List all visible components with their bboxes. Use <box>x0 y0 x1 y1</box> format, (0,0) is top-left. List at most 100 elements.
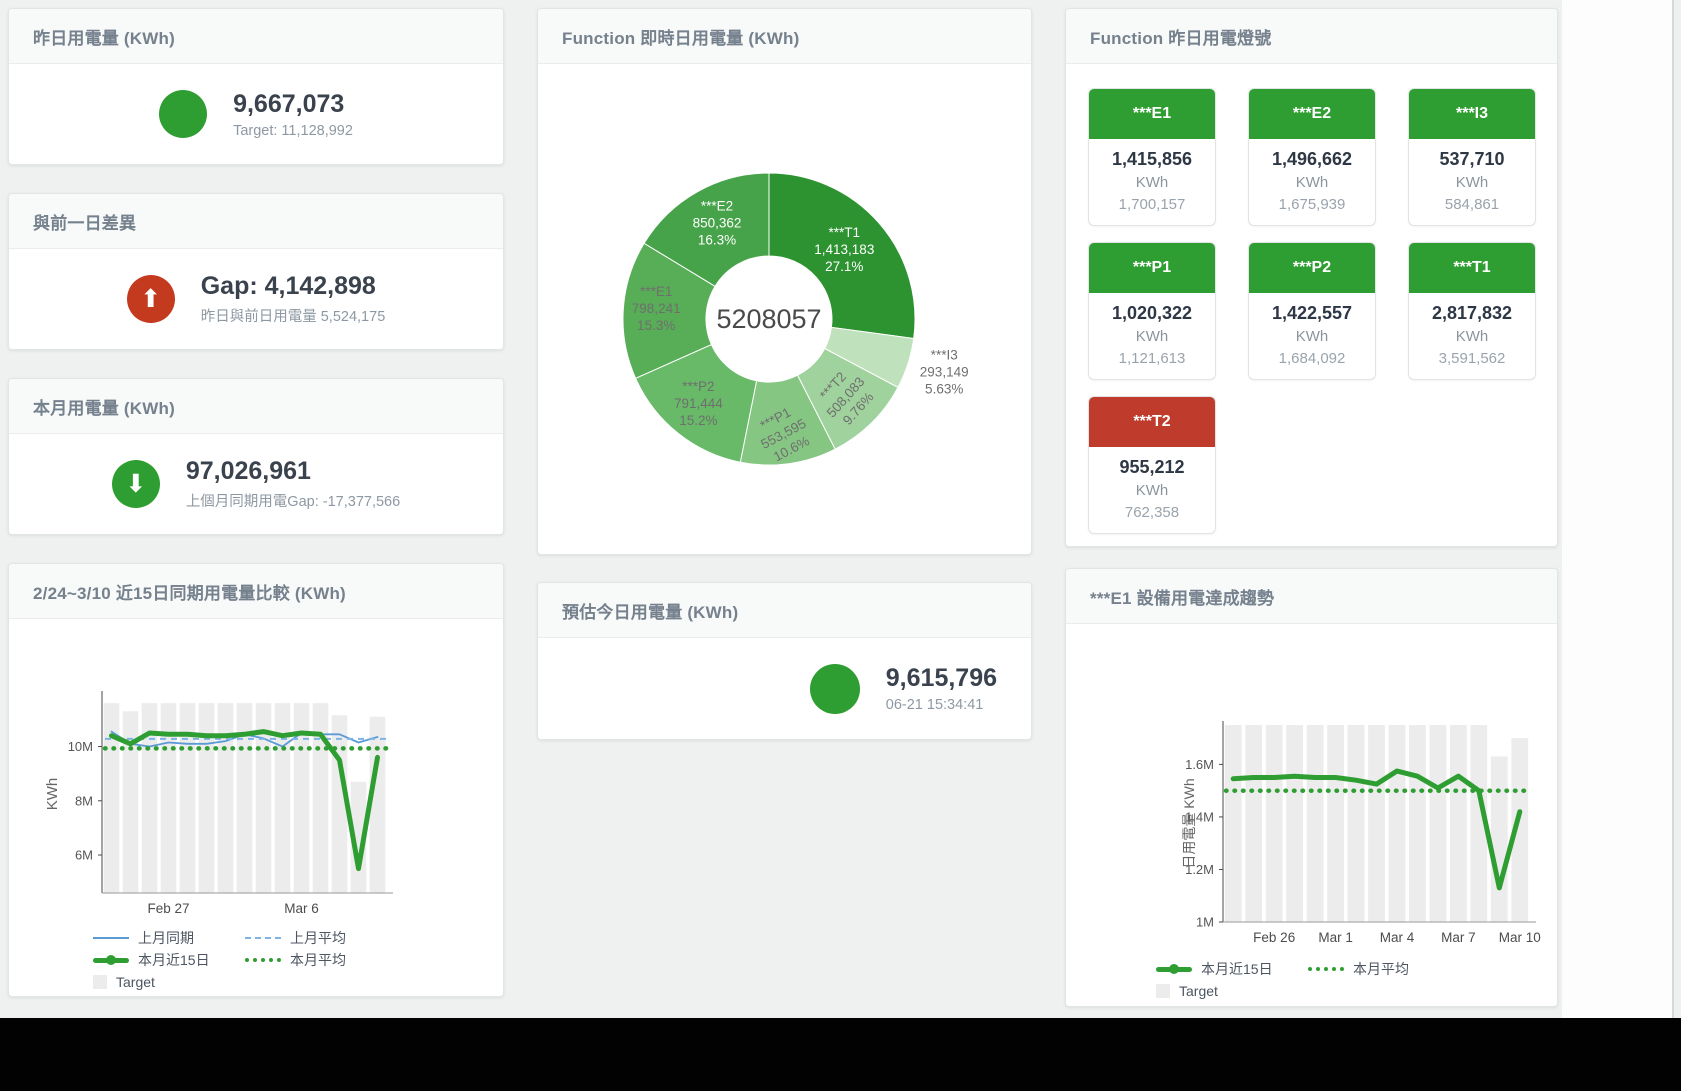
tile-unit-label: KWh <box>1135 482 1169 499</box>
thick-green-swatch-icon <box>1156 964 1192 974</box>
tile-target-value: 1,684,092 <box>1278 350 1346 367</box>
legend-item-上月同期[interactable]: 上月同期 <box>93 928 245 948</box>
compare-chart-canvas[interactable]: 6M 8M 10M Feb 27 Mar 6 KWh <box>17 647 487 927</box>
window-edge-divider <box>1672 0 1674 1018</box>
legend-item-Target[interactable]: Target <box>93 974 245 990</box>
card-title: 預估今日用電量 (KWh) <box>562 602 739 622</box>
card-title: 本月用電量 (KWh) <box>33 398 175 418</box>
dot-green-swatch-icon <box>245 958 281 962</box>
donut-slice-label: ***I3 293,149 5.63% <box>920 347 969 396</box>
light-tile-e1[interactable]: ***E1 1,415,856 KWh 1,700,157 <box>1088 88 1216 226</box>
target-bars <box>1224 725 1529 922</box>
tile-usage-value: 955,212 <box>1119 457 1185 477</box>
card-header: 2/24~3/10 近15日同期用電量比較 (KWh) <box>9 564 503 619</box>
legend-item-上月平均[interactable]: 上月平均 <box>245 928 397 948</box>
light-tile-p1[interactable]: ***P1 1,020,322 KWh 1,121,613 <box>1088 242 1216 380</box>
trend-chart-canvas[interactable]: 1M 1.2M 1.4M 1.6M Feb 26 Mar 1 Mar 4 Mar 7 Mar 1… <box>1068 720 1548 952</box>
stat-body: ⬇ 97,026,961 上個月同期用電Gap: -17,377,566 <box>9 434 503 534</box>
stat-body: ⬆ Gap: 4,142,898 昨日與前日用電量 5,524,175 <box>9 249 503 349</box>
y-axis-tick-label: 8M <box>75 793 93 808</box>
tile-target-value: 584,861 <box>1444 196 1500 213</box>
stat-text: 9,667,073 Target: 11,128,992 <box>233 90 353 139</box>
stat-text: 9,615,796 06-21 15:34:41 <box>886 664 997 713</box>
card-header: 與前一日差異 <box>9 194 503 249</box>
legend-item-本月平均[interactable]: 本月平均 <box>1308 959 1460 979</box>
card-title: 昨日用電量 (KWh) <box>33 28 175 48</box>
tile-usage-value: 2,817,832 <box>1431 303 1513 323</box>
tile-usage-value: 1,422,557 <box>1271 303 1353 323</box>
dot-green-swatch-icon <box>1308 967 1344 971</box>
card-header: ***E1 設備用電達成趨勢 <box>1066 569 1557 624</box>
light-tile-i3[interactable]: ***I3 537,710 KWh 584,861 <box>1408 88 1536 226</box>
card-yesterday-usage: 昨日用電量 (KWh) 9,667,073 Target: 11,128,992 <box>8 8 504 165</box>
legend-row: Target <box>1156 980 1557 1002</box>
tile-usage-value: 1,496,662 <box>1271 149 1353 169</box>
tile-target-value: 762,358 <box>1124 504 1180 521</box>
day-gap-value: Gap: 4,142,898 <box>200 272 376 300</box>
legend-label: 上月平均 <box>290 930 346 946</box>
light-tile-t2[interactable]: ***T2 955,212 KWh 762,358 <box>1088 396 1216 534</box>
donut-slice-e2[interactable] <box>643 172 770 287</box>
donut-slice-t1[interactable] <box>768 172 916 340</box>
legend-item-本月近15日[interactable]: 本月近15日 <box>1156 959 1308 979</box>
today-estimate-value: 9,615,796 <box>885 664 997 692</box>
legend-label: Target <box>116 974 155 990</box>
tile-usage-value: 537,710 <box>1439 149 1505 169</box>
y-axis-label: KWh <box>44 778 61 811</box>
legend-label: 本月平均 <box>290 952 346 968</box>
tile-status-header: ***T2 <box>1089 397 1215 447</box>
tile-status-header: ***E2 <box>1249 89 1375 139</box>
legend-label: 上月同期 <box>138 930 194 946</box>
tile-status-header: ***P2 <box>1249 243 1375 293</box>
tile-unit-label: KWh <box>1135 174 1169 191</box>
legend-label: 本月近15日 <box>138 952 210 968</box>
dash-blue-swatch-icon <box>245 937 281 939</box>
tile-usage-value: 1,020,322 <box>1111 303 1193 323</box>
x-axis-tick-label: Feb 26 <box>1253 930 1295 945</box>
light-tile-p2[interactable]: ***P2 1,422,557 KWh 1,684,092 <box>1248 242 1376 380</box>
card-month-usage: 本月用電量 (KWh) ⬇ 97,026,961 上個月同期用電Gap: -17… <box>8 378 504 535</box>
y-axis-tick-label: 6M <box>75 848 93 863</box>
series-本月近15日 <box>1230 768 1523 891</box>
estimate-timestamp: 06-21 15:34:41 <box>885 697 984 713</box>
x-axis-tick-label: Mar 1 <box>1318 930 1353 945</box>
card-day-gap: 與前一日差異 ⬆ Gap: 4,142,898 昨日與前日用電量 5,524,1… <box>8 193 504 350</box>
card-today-estimate: 預估今日用電量 (KWh) 9,615,796 06-21 15:34:41 <box>537 582 1032 740</box>
card-title: Function 即時日用電量 (KWh) <box>562 28 800 48</box>
card-title: 與前一日差異 <box>33 213 137 233</box>
light-tile-t1[interactable]: ***T1 2,817,832 KWh 3,591,562 <box>1408 242 1536 380</box>
y-axis-tick-label: 1.4M <box>1185 809 1214 824</box>
legend-item-本月平均[interactable]: 本月平均 <box>245 950 397 970</box>
light-tile-e2[interactable]: ***E2 1,496,662 KWh 1,675,939 <box>1248 88 1376 226</box>
x-axis-tick-label: Feb 27 <box>147 901 189 916</box>
tile-status-header: ***P1 <box>1089 243 1215 293</box>
legend-item-Target[interactable]: Target <box>1156 983 1308 999</box>
card-function-lights: Function 昨日用電燈號 ***E1 1,415,856 KWh 1,700,1… <box>1065 8 1558 547</box>
legend-label: 本月近15日 <box>1201 961 1273 977</box>
legend-item-本月近15日[interactable]: 本月近15日 <box>93 950 245 970</box>
tile-status-header: ***T1 <box>1409 243 1535 293</box>
legend-row: Target <box>93 971 503 993</box>
x-axis-tick-label: Mar 4 <box>1380 930 1415 945</box>
donut-slice-label: ***P2 791,444 15.2% <box>674 379 723 428</box>
card-header: Function 昨日用電燈號 <box>1066 9 1557 64</box>
lights-tile-grid: ***E1 1,415,856 KWh 1,700,157 ***E2 1,496,662… <box>1066 64 1557 534</box>
y-axis-tick-label: 1.2M <box>1185 862 1214 877</box>
line-blue-swatch-icon <box>93 937 129 939</box>
tile-target-value: 1,121,613 <box>1118 350 1186 367</box>
arrow-down-icon: ⬇ <box>111 460 160 508</box>
y-axis-label: 日用電量 KWh <box>1181 778 1197 868</box>
green-status-circle-icon <box>159 90 208 138</box>
arrow-up-icon: ⬆ <box>126 275 175 323</box>
tile-unit-label: KWh <box>1295 174 1329 191</box>
stat-body: 9,615,796 06-21 15:34:41 <box>538 638 1031 739</box>
card-header: 本月用電量 (KWh) <box>9 379 503 434</box>
donut-chart-canvas[interactable]: ***T1 1,413,183 27.1%***I3 293,149 5.63%***T… <box>538 64 1029 544</box>
yesterday-usage-value: 9,667,073 <box>233 89 345 118</box>
y-axis-tick-label: 1.6M <box>1185 757 1214 772</box>
card-header: 昨日用電量 (KWh) <box>9 9 503 64</box>
tile-usage-value: 1,415,856 <box>1111 149 1193 169</box>
trend-chart-legend: 本月近15日 本月平均 Target <box>1156 958 1557 1002</box>
card-function-realtime-donut: Function 即時日用電量 (KWh) ***T1 1,413,183 27.1… <box>537 8 1032 555</box>
square-gray-swatch-icon <box>1156 984 1170 998</box>
